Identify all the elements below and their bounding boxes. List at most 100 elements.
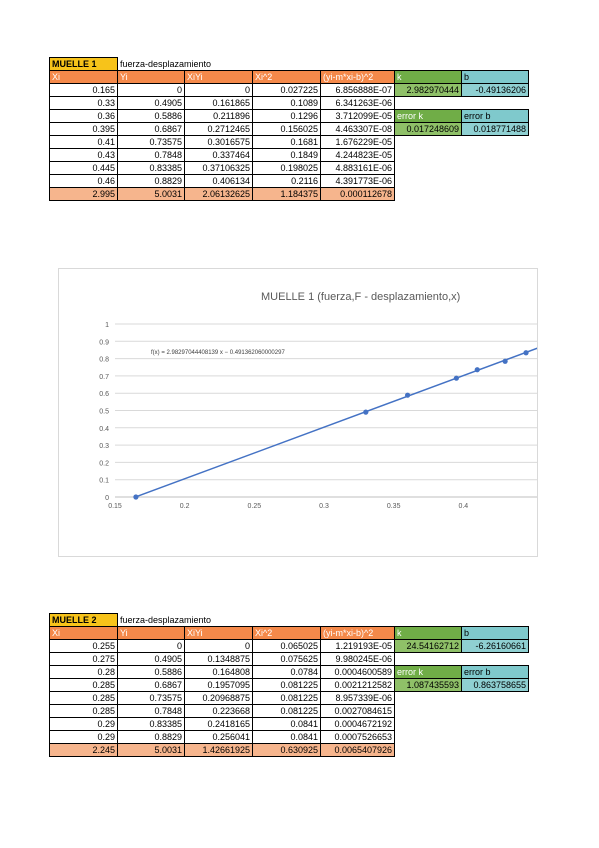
- total-cell[interactable]: 1.184375: [252, 187, 321, 201]
- k-label[interactable]: k: [394, 70, 462, 84]
- data-cell[interactable]: 0.1849: [252, 148, 321, 162]
- column-header[interactable]: Xi^2: [252, 70, 321, 84]
- error-b-label[interactable]: error b: [461, 109, 529, 123]
- data-cell[interactable]: 0.223668: [184, 704, 253, 718]
- column-header[interactable]: XiYi: [184, 70, 253, 84]
- column-header[interactable]: Xi: [49, 70, 118, 84]
- empty-cell[interactable]: [321, 614, 395, 627]
- data-cell[interactable]: 0.0784: [252, 665, 321, 679]
- empty-cell[interactable]: [462, 653, 529, 666]
- data-cell[interactable]: 0.6867: [117, 678, 185, 692]
- data-cell[interactable]: 0: [117, 639, 185, 653]
- data-cell[interactable]: 1.219193E-05: [320, 639, 395, 653]
- error-k-label[interactable]: error k: [394, 665, 462, 679]
- empty-cell[interactable]: [462, 744, 529, 757]
- data-cell[interactable]: 0.8829: [117, 174, 185, 188]
- column-header[interactable]: Yi: [117, 70, 185, 84]
- data-cell[interactable]: 0.41: [49, 135, 118, 149]
- data-cell[interactable]: 9.980245E-06: [320, 652, 395, 666]
- empty-cell[interactable]: [462, 136, 529, 149]
- data-cell[interactable]: 0.33: [49, 96, 118, 110]
- empty-cell[interactable]: [395, 614, 462, 627]
- column-header[interactable]: (yi-m*xi-b)^2: [320, 70, 395, 84]
- data-cell[interactable]: 4.883161E-06: [320, 161, 395, 175]
- data-cell[interactable]: 0.4905: [117, 652, 185, 666]
- data-cell[interactable]: 0.275: [49, 652, 118, 666]
- data-cell[interactable]: 0.255: [49, 639, 118, 653]
- data-cell[interactable]: 0.46: [49, 174, 118, 188]
- data-cell[interactable]: 0.1957095: [184, 678, 253, 692]
- data-cell[interactable]: 3.712099E-05: [320, 109, 395, 123]
- data-cell[interactable]: 0.1348875: [184, 652, 253, 666]
- data-cell[interactable]: 0.198025: [252, 161, 321, 175]
- data-cell[interactable]: 0: [184, 83, 253, 97]
- total-cell[interactable]: 5.0031: [117, 743, 185, 757]
- sheet-subtitle[interactable]: fuerza-desplazamiento: [120, 58, 212, 69]
- sheet-title[interactable]: MUELLE 1: [49, 57, 118, 71]
- data-cell[interactable]: 4.463307E-08: [320, 122, 395, 136]
- data-cell[interactable]: 0.0021212582: [320, 678, 395, 692]
- data-cell[interactable]: 0.2116: [252, 174, 321, 188]
- empty-cell[interactable]: [395, 162, 462, 175]
- empty-cell[interactable]: [253, 58, 321, 71]
- empty-cell[interactable]: [462, 175, 529, 188]
- data-cell[interactable]: 0.081225: [252, 691, 321, 705]
- column-header[interactable]: Xi^2: [252, 626, 321, 640]
- data-cell[interactable]: 0.4905: [117, 96, 185, 110]
- error-k-value[interactable]: 1.087435593: [394, 678, 462, 692]
- empty-cell[interactable]: [462, 705, 529, 718]
- total-cell[interactable]: 5.0031: [117, 187, 185, 201]
- empty-cell[interactable]: [462, 614, 529, 627]
- data-cell[interactable]: 0.0004600589: [320, 665, 395, 679]
- empty-cell[interactable]: [395, 188, 462, 201]
- error-k-value[interactable]: 0.017248609: [394, 122, 462, 136]
- data-cell[interactable]: 0.406134: [184, 174, 253, 188]
- empty-cell[interactable]: [395, 744, 462, 757]
- b-value[interactable]: -6.26160661: [461, 639, 529, 653]
- empty-cell[interactable]: [395, 136, 462, 149]
- error-k-label[interactable]: error k: [394, 109, 462, 123]
- column-header[interactable]: (yi-m*xi-b)^2: [320, 626, 395, 640]
- empty-cell[interactable]: [462, 162, 529, 175]
- b-label[interactable]: b: [461, 70, 529, 84]
- empty-cell[interactable]: [462, 718, 529, 731]
- total-cell[interactable]: 2.245: [49, 743, 118, 757]
- empty-cell[interactable]: [462, 692, 529, 705]
- data-cell[interactable]: 0.164808: [184, 665, 253, 679]
- sheet-title[interactable]: MUELLE 2: [49, 613, 118, 627]
- empty-cell[interactable]: [395, 692, 462, 705]
- data-cell[interactable]: 0.395: [49, 122, 118, 136]
- data-cell[interactable]: 0.027225: [252, 83, 321, 97]
- data-cell[interactable]: 0.285: [49, 691, 118, 705]
- data-cell[interactable]: 0.337464: [184, 148, 253, 162]
- empty-cell[interactable]: [462, 97, 529, 110]
- data-cell[interactable]: 0.285: [49, 678, 118, 692]
- empty-cell[interactable]: [462, 58, 529, 71]
- data-cell[interactable]: 0.0004672192: [320, 717, 395, 731]
- data-cell[interactable]: 8.957339E-06: [320, 691, 395, 705]
- empty-cell[interactable]: [395, 175, 462, 188]
- data-cell[interactable]: 0.37106325: [184, 161, 253, 175]
- data-cell[interactable]: 0.7848: [117, 704, 185, 718]
- data-cell[interactable]: 0.3016575: [184, 135, 253, 149]
- data-cell[interactable]: 0.8829: [117, 730, 185, 744]
- data-cell[interactable]: 0.1089: [252, 96, 321, 110]
- data-cell[interactable]: 0: [117, 83, 185, 97]
- data-cell[interactable]: 0.081225: [252, 704, 321, 718]
- data-cell[interactable]: 0.285: [49, 704, 118, 718]
- total-cell[interactable]: 0.0065407926: [320, 743, 395, 757]
- b-label[interactable]: b: [461, 626, 529, 640]
- data-cell[interactable]: 0.29: [49, 717, 118, 731]
- k-label[interactable]: k: [394, 626, 462, 640]
- data-cell[interactable]: 0.6867: [117, 122, 185, 136]
- error-b-label[interactable]: error b: [461, 665, 529, 679]
- data-cell[interactable]: 0.29: [49, 730, 118, 744]
- data-cell[interactable]: 0.5886: [117, 665, 185, 679]
- data-cell[interactable]: 0.081225: [252, 678, 321, 692]
- data-cell[interactable]: 0.0841: [252, 730, 321, 744]
- data-cell[interactable]: 0.0027084615: [320, 704, 395, 718]
- data-cell[interactable]: 0.20968875: [184, 691, 253, 705]
- data-cell[interactable]: 0.83385: [117, 161, 185, 175]
- data-cell[interactable]: 0.1681: [252, 135, 321, 149]
- data-cell[interactable]: 4.244823E-05: [320, 148, 395, 162]
